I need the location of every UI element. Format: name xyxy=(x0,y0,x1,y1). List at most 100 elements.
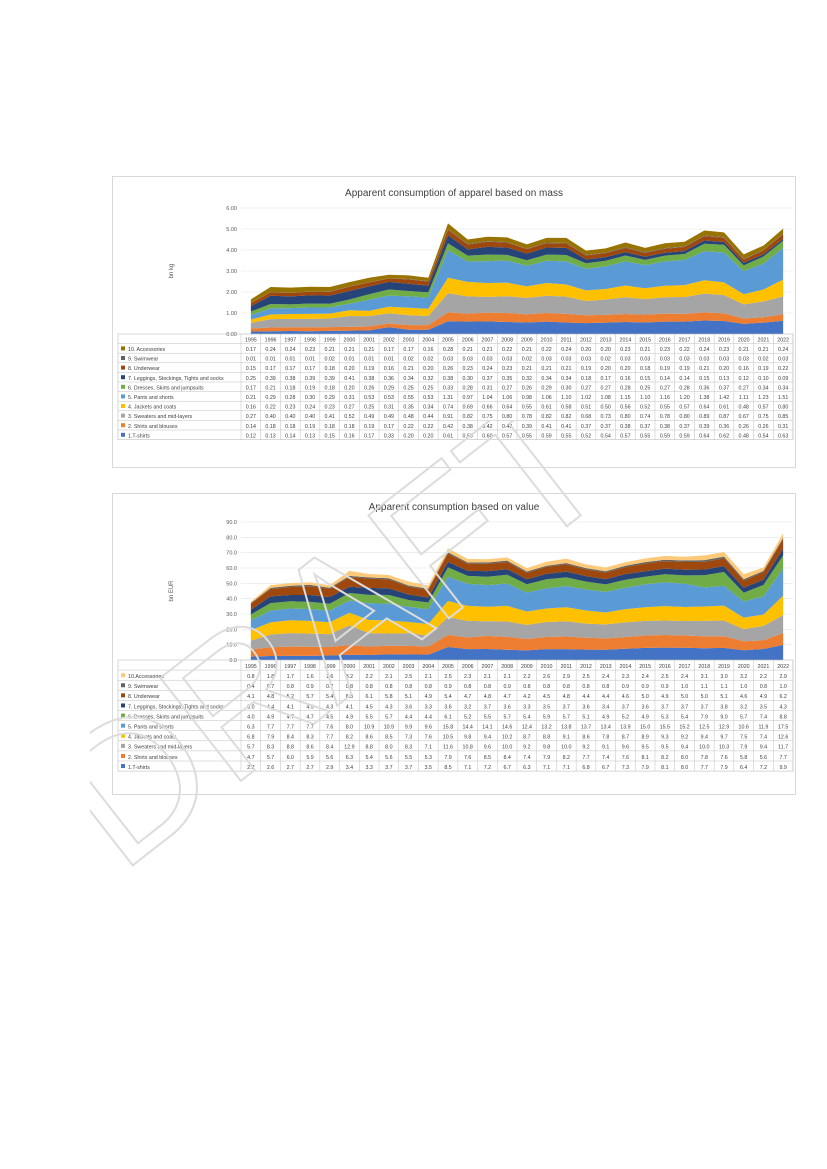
data-label: 9.5 xyxy=(661,745,668,751)
data-label: 7.3 xyxy=(622,765,629,771)
data-label: 0.57 xyxy=(502,433,512,439)
data-label: 6.2 xyxy=(779,694,786,700)
data-label: 5.4 xyxy=(365,755,372,761)
data-label: 0.21 xyxy=(739,347,749,353)
data-label: 3.3 xyxy=(425,704,432,710)
data-label: 11.7 xyxy=(778,745,788,751)
data-label: 7.3 xyxy=(405,735,412,741)
data-label: 0.26 xyxy=(739,424,749,430)
data-label: 0.8 xyxy=(602,684,609,690)
data-label: 0.21 xyxy=(561,366,571,372)
data-label: 0.36 xyxy=(384,376,394,382)
data-label: 0.29 xyxy=(541,385,551,391)
data-label: 0.13 xyxy=(719,376,729,382)
data-label: 8.4 xyxy=(287,735,294,741)
data-label: 0.21 xyxy=(403,366,413,372)
data-label: 9.4 xyxy=(484,735,491,741)
series-name: 9. Swimwear xyxy=(128,357,159,363)
data-label: 0.10 xyxy=(758,376,768,382)
data-label: 0.23 xyxy=(502,366,512,372)
data-label: 3.6 xyxy=(582,704,589,710)
legend-swatch xyxy=(121,365,125,370)
data-label: 0.21 xyxy=(522,366,532,372)
data-label: 5.7 xyxy=(385,714,392,720)
data-label: 0.21 xyxy=(699,366,709,372)
data-label: 7.6 xyxy=(720,755,727,761)
y-tick-label: 50.0 xyxy=(226,581,237,587)
data-label: 5.5 xyxy=(405,755,412,761)
data-label: 0.26 xyxy=(522,385,532,391)
data-label: 0.19 xyxy=(305,424,315,430)
data-label: 0.48 xyxy=(403,414,413,420)
data-label: 0.21 xyxy=(482,347,492,353)
data-label: 0.02 xyxy=(325,357,335,363)
data-label: 0.9 xyxy=(641,684,648,690)
data-label: 0.54 xyxy=(758,433,768,439)
data-label: 10.2 xyxy=(502,735,512,741)
data-label: 0.13 xyxy=(265,433,275,439)
data-label: 0.16 xyxy=(620,376,630,382)
data-label: 0.27 xyxy=(601,385,611,391)
data-label: 0.55 xyxy=(522,433,532,439)
data-label: 2.2 xyxy=(365,674,372,680)
data-label: 0.01 xyxy=(285,357,295,363)
data-label: 0.8 xyxy=(543,684,550,690)
data-label: 0.59 xyxy=(463,433,473,439)
data-label: 0.12 xyxy=(246,433,256,439)
data-label: 0.60 xyxy=(482,433,492,439)
data-label: 0.8 xyxy=(287,684,294,690)
data-label: 0.36 xyxy=(699,385,709,391)
series-name: 2. Shirts and blouses xyxy=(128,755,178,761)
data-label: 5.2 xyxy=(622,714,629,720)
data-label: 5.2 xyxy=(464,714,471,720)
data-label: 11.9 xyxy=(758,725,768,731)
x-category-label: 2003 xyxy=(403,664,415,670)
data-label: 9.0 xyxy=(720,714,727,720)
data-label: 0.24 xyxy=(561,347,571,353)
data-label: 5.0 xyxy=(641,694,648,700)
data-label: 0.15 xyxy=(699,376,709,382)
data-label: 0.57 xyxy=(679,405,689,411)
draft-watermark: DRAFT xyxy=(90,420,646,900)
data-label: 8.7 xyxy=(523,735,530,741)
data-label: 0.55 xyxy=(522,405,532,411)
data-label: 2.9 xyxy=(779,674,786,680)
x-category-label: 2000 xyxy=(344,664,356,670)
data-label: 0.17 xyxy=(384,347,394,353)
data-label: 3.4 xyxy=(602,704,609,710)
data-label: 0.98 xyxy=(522,395,532,401)
data-label: 0.64 xyxy=(699,433,709,439)
data-label: 2.3 xyxy=(622,674,629,680)
data-label: 9.4 xyxy=(681,745,688,751)
data-label: 4.9 xyxy=(760,694,767,700)
data-label: 0.8 xyxy=(346,684,353,690)
x-category-label: 2010 xyxy=(541,337,553,343)
data-label: 0.18 xyxy=(325,366,335,372)
legend-swatch xyxy=(121,753,125,758)
data-label: 0.20 xyxy=(601,366,611,372)
x-category-label: 2013 xyxy=(600,664,612,670)
data-label: 0.28 xyxy=(620,385,630,391)
series-name: 5. Pants and shorts xyxy=(128,395,174,401)
data-label: 0.23 xyxy=(305,347,315,353)
data-label: 1.7 xyxy=(287,674,294,680)
x-category-label: 2001 xyxy=(363,664,375,670)
data-label: 0.30 xyxy=(463,376,473,382)
data-label: 7.8 xyxy=(602,735,609,741)
data-label: 8.8 xyxy=(543,735,550,741)
data-label: 0.9 xyxy=(306,684,313,690)
x-category-label: 2008 xyxy=(501,664,513,670)
area-series-2 xyxy=(250,312,784,332)
data-label: 3.6 xyxy=(503,704,510,710)
legend-swatch xyxy=(121,743,125,748)
y-tick-label: 1.00 xyxy=(226,311,237,317)
data-label: 8.9 xyxy=(641,735,648,741)
data-label: 3.7 xyxy=(385,765,392,771)
value-chart-panel: Apparent consumption based on value 0.0 10… xyxy=(112,493,796,795)
area-series-6 xyxy=(250,240,784,316)
legend-swatch xyxy=(121,683,125,688)
data-label: 5.9 xyxy=(306,755,313,761)
data-label: 0.27 xyxy=(502,385,512,391)
data-label: 0.15 xyxy=(325,433,335,439)
data-label: 0.21 xyxy=(541,366,551,372)
